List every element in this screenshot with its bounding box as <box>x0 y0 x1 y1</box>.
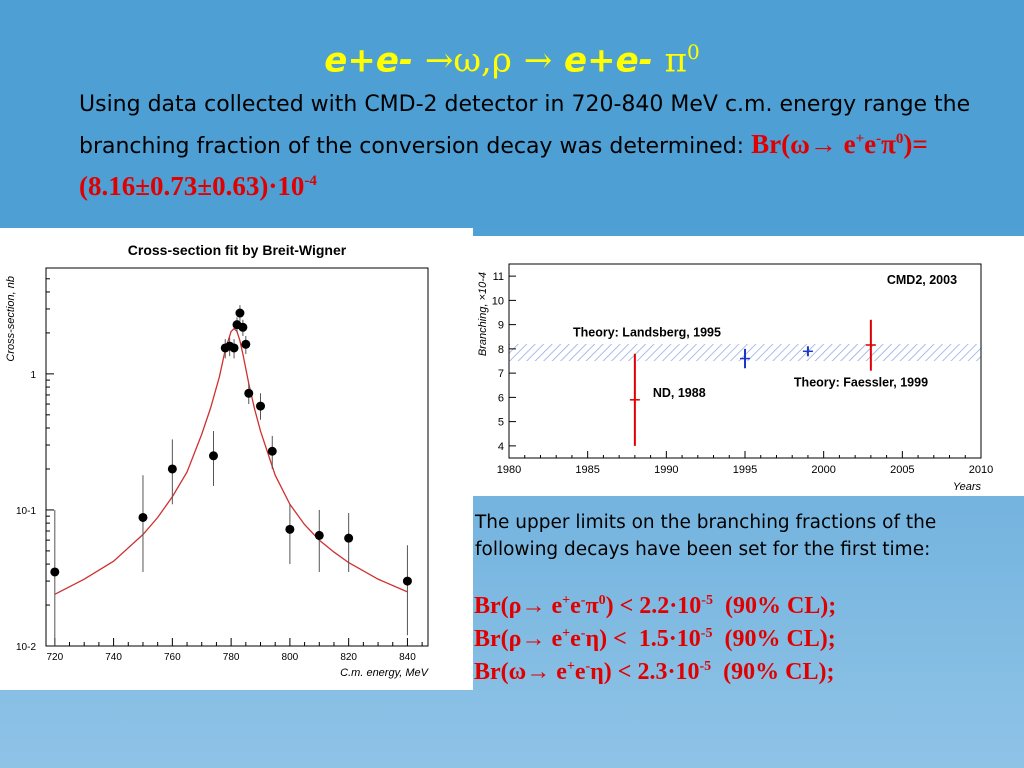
x-tick-label: 1995 <box>733 464 757 476</box>
data-point <box>244 388 254 398</box>
intro-text: Using data collected with CMD-2 detector… <box>79 88 979 206</box>
data-point <box>238 322 248 332</box>
x-tick-label: 1990 <box>654 464 678 476</box>
y-tick-label: 10 <box>492 295 504 307</box>
y-axis-label: Cross-section, nb <box>5 276 17 362</box>
x-tick-label: 720 <box>46 652 63 663</box>
limit-rho-ee-eta: Br(ρ→ e+e-η) < 1.5·10-5 (90% CL); <box>474 626 836 652</box>
data-point <box>256 401 266 411</box>
x-tick-label: 800 <box>282 652 299 663</box>
x-tick-label: 2010 <box>969 464 993 476</box>
data-point <box>285 524 295 534</box>
branching-history-chart-panel: 1980 1985 1990 1995 2000 2005 2010 4 5 6 7 8 9 10 11 Ye… <box>473 236 1024 496</box>
data-point <box>229 343 239 353</box>
data-point <box>241 339 251 349</box>
y-tick-label: 9 <box>498 320 504 332</box>
x-tick-label: 820 <box>340 652 357 663</box>
data-point <box>314 530 324 540</box>
point-label: Theory: Faessler, 1999 <box>794 375 928 389</box>
upper-limits-section: The upper limits on the branching fracti… <box>473 497 1024 768</box>
y-tick-label: 5 <box>498 417 504 429</box>
intro-sentence: Using data collected with CMD-2 detector… <box>79 92 971 159</box>
y-tick-label: 7 <box>498 368 504 380</box>
limit-rho-ee-pi0: Br(ρ→ e+e-π0) < 2.2·10-5 (90% CL); <box>474 593 837 619</box>
y-tick-label: 8 <box>498 344 504 356</box>
cross-section-chart: Cross-section fit by Breit-Wigner 720 740 7… <box>5 242 430 679</box>
omega-branching-result: Br(ω→ e+e-π0)=(8.16±0.73±0.63)·10-4 <box>79 129 928 201</box>
y-tick-label: 11 <box>493 271 504 283</box>
data-point <box>235 308 245 318</box>
slide-title: e+e- →ω,ρ → e+e- π0 <box>324 40 700 81</box>
x-tick-label: 1985 <box>575 464 599 476</box>
data-point <box>208 451 218 461</box>
upper-limits-intro: The upper limits on the branching fracti… <box>475 512 937 560</box>
x-axis-label: C.m. energy, MeV <box>340 667 429 679</box>
y-tick-label: 10-2 <box>16 642 36 653</box>
x-tick-label: 840 <box>399 652 416 663</box>
x-tick-label: 740 <box>105 652 122 663</box>
chart-title: Cross-section fit by Breit-Wigner <box>128 242 347 258</box>
data-point <box>402 576 412 586</box>
data-point <box>50 567 60 577</box>
point-label: CMD2, 2003 <box>887 273 957 287</box>
data-point <box>344 533 354 543</box>
x-tick-label: 1980 <box>497 464 521 476</box>
data-point <box>267 446 277 456</box>
y-tick-label: 6 <box>498 392 504 404</box>
y-tick-label: 10-1 <box>16 506 36 517</box>
x-tick-label: 2005 <box>890 464 914 476</box>
point-label: Theory: Landsberg, 1995 <box>573 326 721 340</box>
data-point <box>167 464 177 474</box>
x-tick-label: 2000 <box>811 464 835 476</box>
branching-history-chart: 1980 1985 1990 1995 2000 2005 2010 4 5 6 7 8 9 10 11 Ye… <box>477 263 993 493</box>
y-axis-label: Branching, ×10-4 <box>477 272 489 356</box>
cross-section-chart-panel: Cross-section fit by Breit-Wigner 720 740 7… <box>0 228 473 690</box>
x-tick-label: 760 <box>164 652 181 663</box>
x-tick-label: 780 <box>223 652 240 663</box>
y-tick-label: 1 <box>30 370 36 381</box>
data-point <box>138 512 148 522</box>
limit-omega-ee-eta: Br(ω→ e+e-η) < 2.3·10-5 (90% CL); <box>474 659 835 685</box>
y-tick-label: 4 <box>498 441 504 453</box>
x-axis-label: Years <box>953 481 982 493</box>
point-label: ND, 1988 <box>653 386 706 400</box>
